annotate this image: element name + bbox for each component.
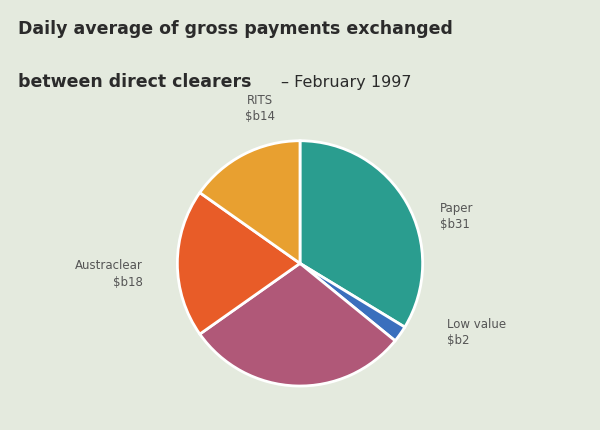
Text: – February 1997: – February 1997 xyxy=(281,75,412,90)
Wedge shape xyxy=(300,141,422,327)
Text: Low value
$b2: Low value $b2 xyxy=(446,318,506,347)
Text: Austraclear
$b18: Austraclear $b18 xyxy=(75,259,143,289)
Wedge shape xyxy=(300,263,405,341)
Wedge shape xyxy=(200,263,395,386)
Wedge shape xyxy=(200,141,300,263)
Text: Paper
$b31: Paper $b31 xyxy=(440,202,473,231)
Text: Daily average of gross payments exchanged: Daily average of gross payments exchange… xyxy=(18,21,453,39)
Text: between direct clearers: between direct clearers xyxy=(18,73,257,91)
Text: RITS
$b14: RITS $b14 xyxy=(245,94,275,123)
Wedge shape xyxy=(178,193,300,334)
